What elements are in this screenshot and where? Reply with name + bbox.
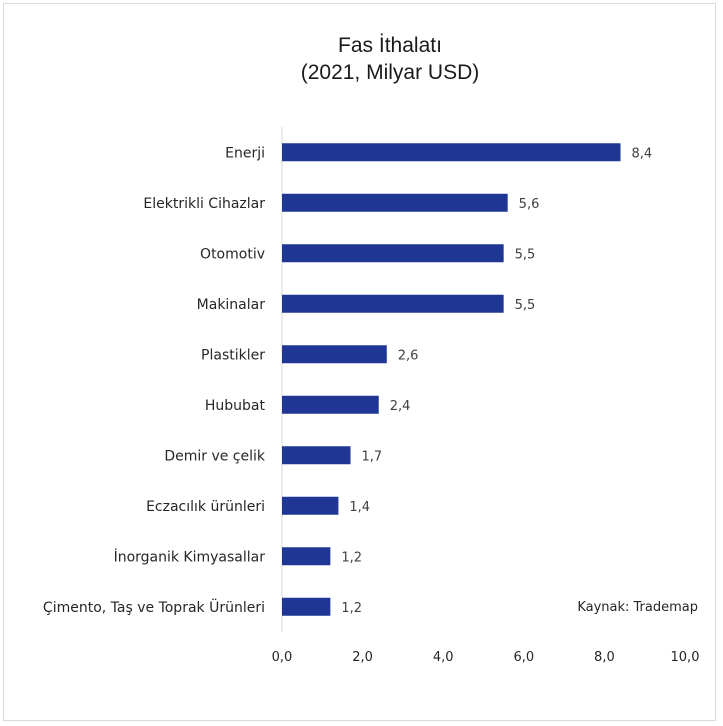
category-label: Hububat	[205, 398, 266, 414]
x-tick-label: 0,0	[272, 650, 293, 665]
value-label: 5,6	[519, 197, 540, 212]
category-label: Elektrikli Cihazlar	[143, 196, 265, 212]
bar	[282, 193, 508, 212]
bars-group: Enerji 8,4 Elektrikli Cihazlar 5,6 Otomotiv 5…	[43, 143, 652, 616]
bar	[282, 143, 621, 162]
x-axis-ticks: 0,0 2,0 4,0 6,0 8,0 10,0	[272, 650, 700, 665]
category-label: Makinalar	[197, 297, 266, 313]
value-label: 8,4	[632, 146, 653, 161]
category-label: Enerji	[225, 145, 265, 161]
x-tick-label: 10,0	[671, 650, 700, 665]
value-label: 2,6	[398, 348, 419, 363]
value-label: 2,4	[390, 399, 411, 414]
value-label: 1,7	[362, 449, 383, 464]
bar	[282, 446, 351, 465]
source-note: Kaynak: Trademap	[577, 600, 698, 615]
category-label: Demir ve çelik	[164, 448, 266, 464]
bar	[282, 597, 331, 616]
bar	[282, 547, 331, 566]
bar	[282, 244, 504, 263]
x-tick-label: 4,0	[433, 650, 454, 665]
category-label: Otomotiv	[200, 246, 265, 262]
bar	[282, 496, 339, 515]
value-label: 5,5	[515, 298, 536, 313]
category-label: Plastikler	[201, 347, 265, 363]
chart-title: Fas İthalatı	[338, 34, 442, 57]
category-label: Çimento, Taş ve Toprak Ürünleri	[43, 598, 265, 616]
value-label: 1,2	[341, 550, 362, 565]
bar	[282, 345, 387, 364]
chart-subtitle: (2021, Milyar USD)	[301, 61, 480, 84]
x-tick-label: 2,0	[352, 650, 373, 665]
bar	[282, 395, 379, 414]
x-tick-label: 8,0	[594, 650, 615, 665]
value-label: 1,2	[341, 601, 362, 616]
category-label: Eczacılık ürünleri	[146, 499, 265, 515]
value-label: 5,5	[515, 247, 536, 262]
value-label: 1,4	[349, 500, 370, 515]
category-label: İnorganik Kimyasallar	[114, 547, 266, 565]
x-tick-label: 6,0	[513, 650, 534, 665]
bar	[282, 294, 504, 313]
